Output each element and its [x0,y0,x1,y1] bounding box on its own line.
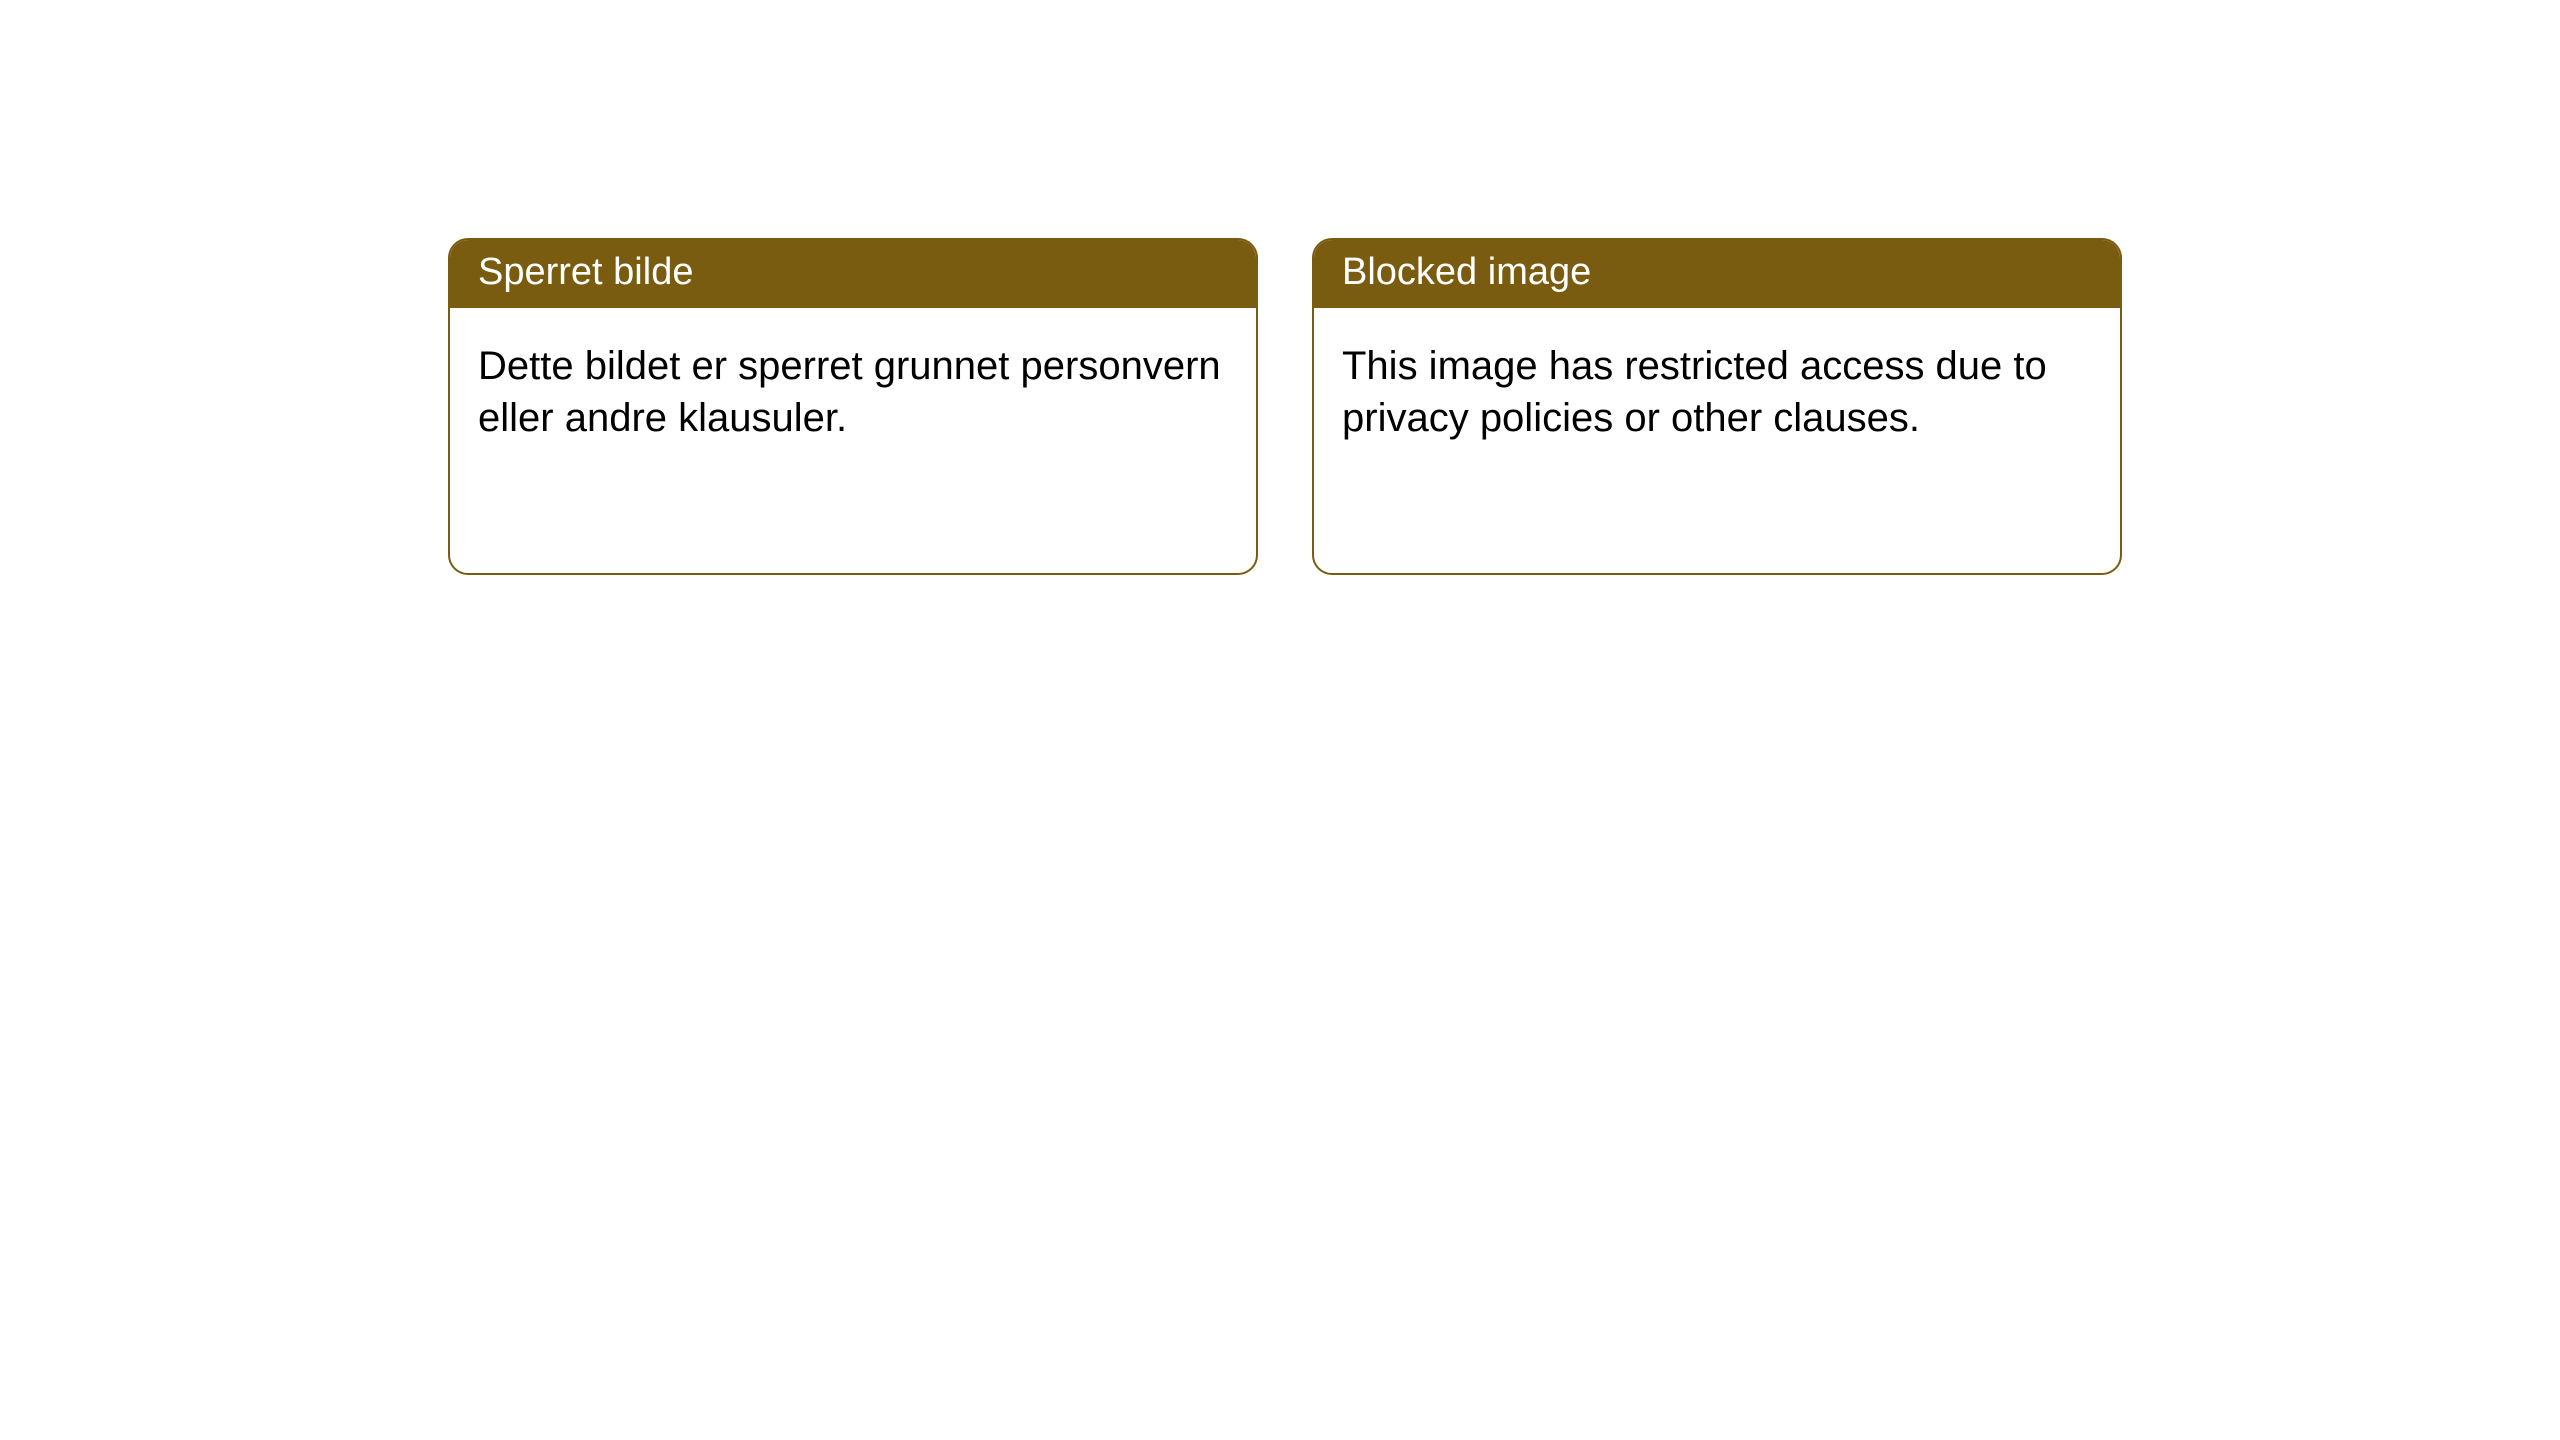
notice-text-english: This image has restricted access due to … [1342,344,2047,440]
notice-container: Sperret bilde Dette bildet er sperret gr… [0,0,2560,575]
notice-header-norwegian: Sperret bilde [450,240,1256,308]
notice-body-english: This image has restricted access due to … [1314,308,2120,476]
notice-title-norwegian: Sperret bilde [478,251,693,293]
notice-card-norwegian: Sperret bilde Dette bildet er sperret gr… [448,238,1258,575]
notice-text-norwegian: Dette bildet er sperret grunnet personve… [478,344,1221,440]
notice-card-english: Blocked image This image has restricted … [1312,238,2122,575]
notice-body-norwegian: Dette bildet er sperret grunnet personve… [450,308,1256,476]
notice-header-english: Blocked image [1314,240,2120,308]
notice-title-english: Blocked image [1342,251,1591,293]
